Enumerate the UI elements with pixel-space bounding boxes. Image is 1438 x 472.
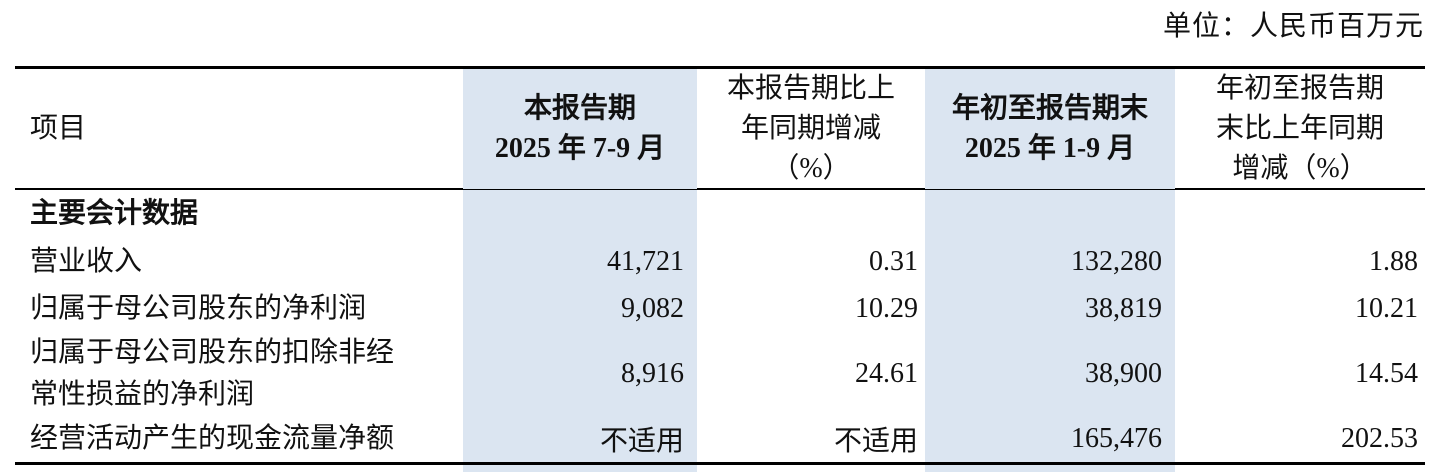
- header-current-change-line3: （%）: [771, 153, 851, 184]
- section-cell-current-change: [697, 190, 925, 238]
- section-row: 主要会计数据: [15, 190, 1425, 238]
- current-period-change-value: 0.31: [869, 245, 918, 277]
- current-period-change-value: 不适用: [833, 425, 918, 457]
- row-label: 归属于母公司股东的净利润: [30, 292, 367, 324]
- current-period-value: 不适用: [463, 415, 697, 462]
- header-current-period-line1: 本报告期: [523, 93, 636, 124]
- stub-cell: [15, 465, 463, 472]
- current-period-change-value: 10.29: [855, 292, 918, 324]
- header-item-label: 项目: [30, 113, 87, 144]
- financial-data-table: 项目 本报告期 2025 年 7-9 月 本报告期比上 年同期增减 （%） 年初…: [15, 66, 1425, 472]
- current-period-change-value: 24.61: [855, 358, 918, 389]
- header-ytd-change-line2: 末比上年同期: [1215, 113, 1384, 144]
- row-label: 归属于母公司股东的扣除非经常性损益的净利润: [30, 337, 395, 410]
- ytd-change-value: 10.21: [1355, 292, 1418, 324]
- stub-cell: [697, 465, 925, 472]
- row-label: 营业收入: [30, 245, 143, 277]
- header-current-change-line1: 本报告期比上: [726, 73, 895, 104]
- header-cell-current-period-change: 本报告期比上 年同期增减 （%）: [697, 69, 925, 189]
- header-cell-ytd: 年初至报告期末 2025 年 1-9 月: [925, 69, 1175, 189]
- header-cell-ytd-change: 年初至报告期 末比上年同期 增减（%）: [1175, 69, 1425, 189]
- section-cell-ytd: [925, 190, 1175, 238]
- stub-cell: [463, 465, 697, 472]
- unit-label: 单位：人民币百万元: [1162, 11, 1424, 42]
- row-label: 经营活动产生的现金流量净额: [30, 422, 395, 454]
- ytd-change-value: 1.88: [1369, 245, 1418, 277]
- header-cell-item: 项目: [15, 69, 463, 189]
- stub-cell: [925, 465, 1175, 472]
- ytd-change-value: 14.54: [1355, 358, 1418, 389]
- table-row-operating-cash-flow: 经营活动产生的现金流量净额 不适用 不适用 165,476 202.53: [15, 415, 1425, 462]
- header-row: 项目 本报告期 2025 年 7-9 月 本报告期比上 年同期增减 （%） 年初…: [15, 66, 1425, 190]
- header-current-period-line2: 2025 年 7-9 月: [494, 133, 666, 164]
- ytd-value: 165,476: [925, 415, 1175, 462]
- section-cell-current: [463, 190, 697, 238]
- ytd-value: 38,819: [925, 285, 1175, 332]
- ytd-change-value: 202.53: [1341, 422, 1418, 454]
- ytd-value: 132,280: [925, 238, 1175, 285]
- table-row-net-profit: 归属于母公司股东的净利润 9,082 10.29 38,819 10.21: [15, 285, 1425, 332]
- header-current-change-line2: 年同期增减: [740, 113, 881, 144]
- current-period-value: 41,721: [463, 238, 697, 285]
- header-ytd-change-line1: 年初至报告期: [1215, 73, 1384, 104]
- header-ytd-line2: 2025 年 1-9 月: [964, 133, 1136, 164]
- header-cell-current-period: 本报告期 2025 年 7-9 月: [463, 69, 697, 189]
- current-period-value: 9,082: [463, 285, 697, 332]
- stub-cell: [1175, 465, 1425, 472]
- header-ytd-change-line3: 增减（%）: [1232, 153, 1368, 184]
- ytd-value: 38,900: [925, 332, 1175, 416]
- section-label: 主要会计数据: [30, 198, 199, 229]
- header-ytd-line1: 年初至报告期末: [951, 93, 1148, 124]
- current-period-value: 8,916: [463, 332, 697, 416]
- section-cell-ytd-change: [1175, 190, 1425, 238]
- table-row-net-profit-excl-nonrecurring: 归属于母公司股东的扣除非经常性损益的净利润 8,916 24.61 38,900…: [15, 332, 1425, 416]
- table-row-revenue: 营业收入 41,721 0.31 132,280 1.88: [15, 238, 1425, 285]
- table-bottom-stub: [15, 462, 1425, 472]
